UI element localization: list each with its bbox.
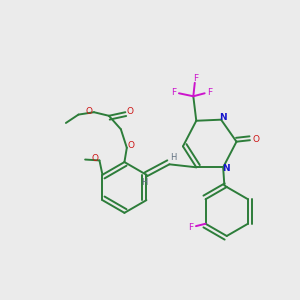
Text: H: H (170, 153, 176, 162)
Text: N: N (222, 164, 230, 173)
Text: O: O (128, 142, 135, 151)
Text: F: F (193, 74, 198, 82)
Text: O: O (92, 154, 99, 163)
Text: O: O (127, 107, 134, 116)
Text: F: F (188, 223, 193, 232)
Text: F: F (171, 88, 176, 98)
Text: O: O (85, 106, 92, 116)
Text: O: O (252, 135, 260, 144)
Text: N: N (219, 113, 227, 122)
Text: H: H (141, 178, 147, 187)
Text: F: F (208, 88, 213, 98)
